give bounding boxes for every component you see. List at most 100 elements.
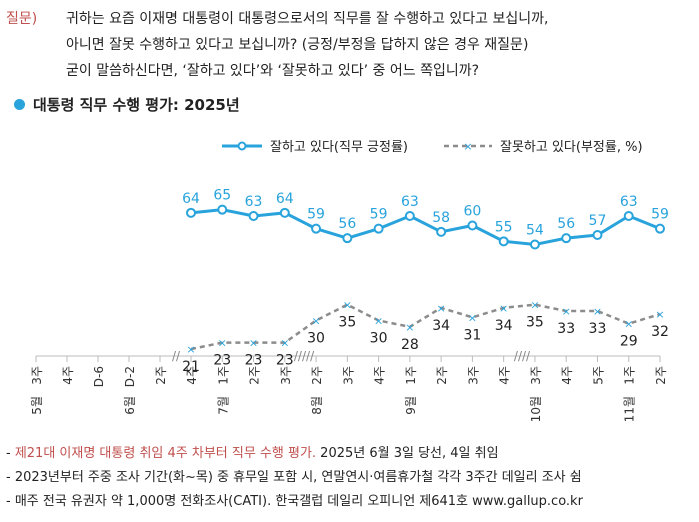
point-disapprove: ×: [405, 321, 414, 334]
point-disapprove: ×: [624, 318, 633, 331]
data-label-disapprove: 31: [463, 327, 481, 343]
data-label-disapprove: 30: [307, 331, 325, 347]
point-approve: [373, 223, 384, 234]
data-label-disapprove: 34: [495, 318, 513, 334]
x-tick-label-week: 1주: [404, 366, 418, 385]
data-label-approve: 65: [213, 188, 231, 204]
approval-line-chart: 잘하고 있다(직무 긍정률) × 잘못하고 있다(부정률, %) 3주 5월 4주 D-6 D…: [30, 140, 669, 422]
data-label-disapprove: 23: [213, 353, 231, 369]
axis-break-mark: //: [172, 349, 181, 363]
legend-marker-approve: [237, 141, 247, 151]
x-tick-label-week: 4주: [498, 366, 512, 385]
point-approve: [623, 211, 634, 221]
point-approve: [467, 220, 478, 231]
x-tick-label-month: 8월: [310, 396, 324, 415]
data-label-approve: 59: [370, 207, 388, 223]
x-tick-label-week: 1주: [216, 366, 230, 385]
data-label-approve: 57: [589, 213, 607, 229]
point-approve: [186, 207, 196, 218]
data-label-disapprove: 33: [557, 321, 575, 337]
point-disapprove: ×: [437, 302, 446, 315]
bullet-dot-icon: [14, 99, 25, 110]
data-label-approve: 56: [338, 216, 356, 232]
data-label-approve: 63: [245, 194, 263, 210]
data-label-approve: 55: [495, 219, 513, 235]
data-label-disapprove: 32: [651, 324, 669, 340]
data-label-approve: 64: [182, 191, 200, 207]
point-approve: [436, 226, 447, 237]
data-label-approve: 63: [620, 194, 638, 210]
x-tick-label-week: 3주: [279, 366, 293, 385]
x-tick-label-week: D-6: [92, 366, 106, 387]
legend-marker-disapprove: ×: [463, 140, 472, 153]
x-tick-label-week: 2주: [310, 366, 324, 385]
section-title: 대통령 직무 수행 평가: 2025년: [14, 94, 240, 115]
point-approve: [279, 207, 290, 218]
point-disapprove: ×: [468, 311, 477, 324]
data-label-disapprove: 29: [620, 334, 638, 350]
point-disapprove: ×: [280, 337, 289, 350]
point-approve: [311, 223, 322, 234]
footnote-3: - 매주 전국 유권자 약 1,000명 전화조사(CATI). 한국갤럽 데일…: [6, 494, 583, 509]
point-disapprove: ×: [186, 343, 195, 356]
x-tick-label-month: 10월: [529, 396, 543, 422]
axis-break-mark: ////: [514, 349, 531, 363]
point-approve: [561, 233, 572, 244]
x-tick-label-week: 2주: [154, 366, 168, 385]
x-tick-label-month: 11월: [623, 396, 637, 422]
point-disapprove: ×: [655, 308, 664, 321]
x-tick-label-week: 3주: [341, 366, 355, 385]
series-line-approve: [190, 208, 661, 247]
point-disapprove: ×: [562, 305, 571, 318]
x-tick-label-week: 4주: [560, 366, 574, 385]
data-label-approve: 59: [307, 207, 325, 223]
point-disapprove: ×: [343, 299, 352, 312]
point-disapprove: ×: [249, 337, 258, 350]
x-tick-label-month: 5월: [30, 396, 44, 415]
question-line-3: 굳이 말씀하신다면, ‘잘하고 있다’와 ‘잘못하고 있다’ 중 어느 쪽입니까…: [66, 63, 480, 79]
data-label-disapprove: 33: [589, 321, 607, 337]
data-label-disapprove: 30: [370, 331, 388, 347]
point-approve: [342, 233, 353, 244]
series-line-disapprove: [190, 303, 661, 351]
point-approve: [404, 211, 415, 221]
point-approve: [655, 223, 665, 234]
data-label-approve: 54: [526, 223, 544, 239]
legend-label-approve: 잘하고 있다(직무 긍정률): [270, 140, 408, 155]
x-tick-label-week: 4주: [185, 366, 199, 385]
data-label-approve: 56: [557, 216, 575, 232]
x-tick-label-week: 2주: [654, 366, 668, 385]
footnote-2: - 2023년부터 주중 조사 기간(화~목) 중 휴무일 포함 시, 연말연시…: [6, 470, 582, 485]
x-tick-label-week: 3주: [466, 366, 480, 385]
x-tick-label-week: 1주: [623, 366, 637, 385]
footnote-1: - 제21대 이재명 대통령 취임 4주 차부터 직무 수행 평가. 2025년…: [6, 446, 499, 461]
data-label-disapprove: 35: [338, 315, 356, 331]
data-label-disapprove: 35: [526, 315, 544, 331]
point-approve: [529, 239, 540, 250]
question-line-1: 귀하는 요즘 이재명 대통령이 대통령으로서의 직무를 잘 수행하고 있다고 보…: [66, 11, 549, 27]
data-label-disapprove: 34: [432, 318, 450, 334]
x-tick-label-week: 2주: [248, 366, 262, 385]
point-disapprove: ×: [218, 337, 227, 350]
point-disapprove: ×: [374, 315, 383, 328]
data-label-disapprove: 28: [401, 337, 419, 353]
axis-break-mark: /////: [294, 349, 315, 363]
data-label-approve: 60: [463, 204, 481, 220]
data-label-disapprove: 23: [276, 353, 294, 369]
point-disapprove: ×: [593, 305, 602, 318]
legend-label-disapprove: 잘못하고 있다(부정률, %): [500, 140, 643, 155]
section-title-text: 대통령 직무 수행 평가: 2025년: [33, 96, 240, 114]
point-disapprove: ×: [499, 302, 508, 315]
x-tick-label-month: 6월: [123, 396, 137, 415]
data-label-disapprove: 23: [245, 353, 263, 369]
data-label-approve: 58: [432, 210, 450, 226]
data-label-approve: 63: [401, 194, 419, 210]
point-approve: [592, 230, 603, 240]
footnotes: - 제21대 이재명 대통령 취임 4주 차부터 직무 수행 평가. 2025년…: [6, 442, 583, 514]
x-tick-label-week: 4주: [373, 366, 387, 385]
x-tick-label-week: 3주: [529, 366, 543, 385]
point-approve: [498, 236, 509, 247]
x-tick-label-week: 5주: [591, 366, 605, 385]
x-tick-label-month: 7월: [216, 396, 230, 415]
data-label-approve: 59: [651, 207, 669, 223]
